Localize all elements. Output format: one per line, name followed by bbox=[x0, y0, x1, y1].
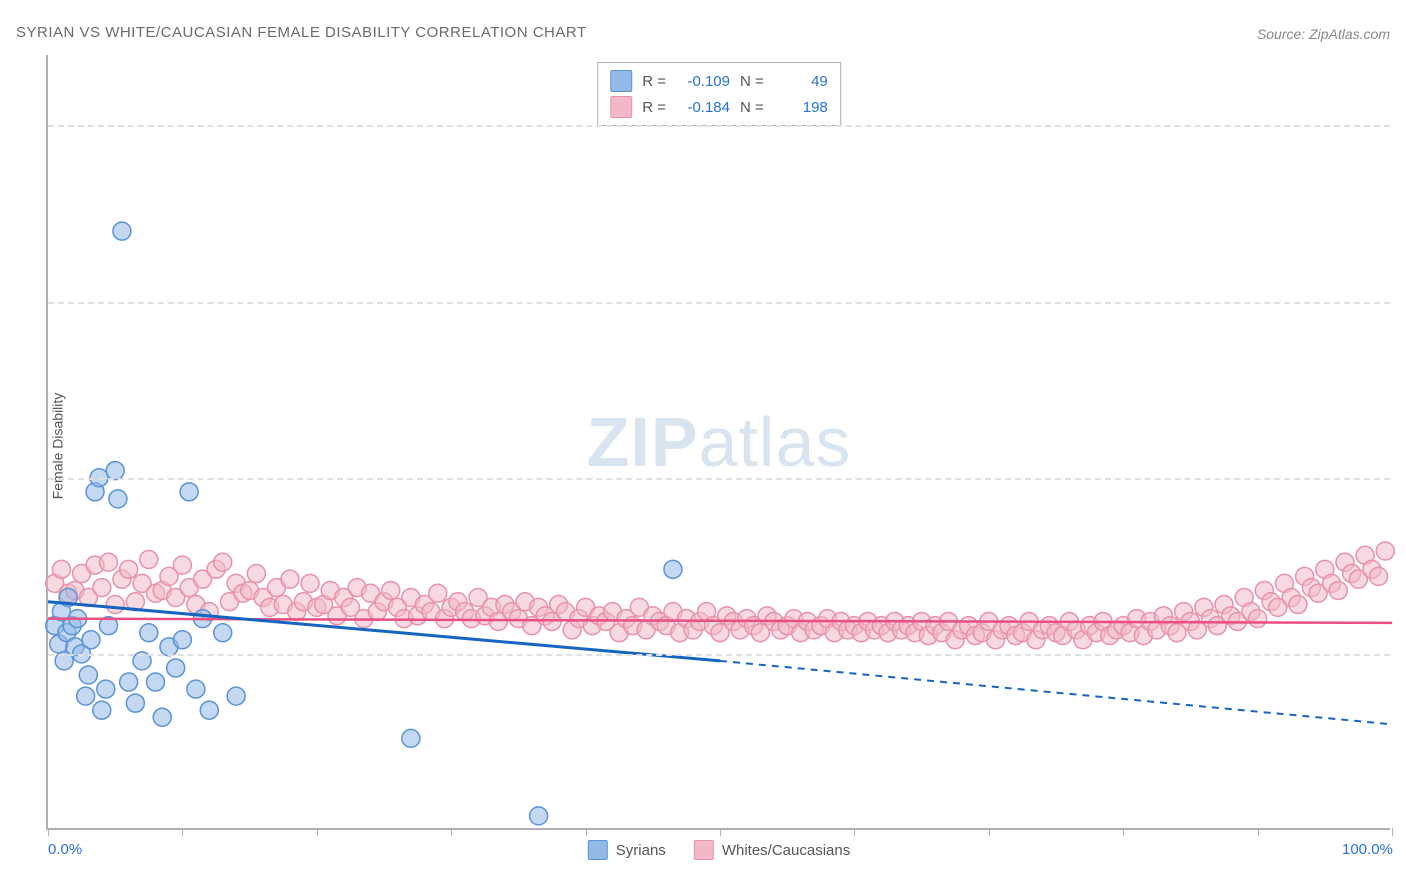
y-tick-label: 37.5% bbox=[1398, 293, 1406, 310]
x-tick bbox=[854, 828, 855, 836]
legend-item-whites: Whites/Caucasians bbox=[694, 840, 850, 860]
legend-n-value-syrians: 49 bbox=[774, 73, 828, 90]
y-tick-label: 25.0% bbox=[1398, 469, 1406, 486]
y-tick-label: 50.0% bbox=[1398, 117, 1406, 134]
syrians-point bbox=[140, 624, 158, 642]
syrians-point bbox=[664, 560, 682, 578]
legend-r-value-syrians: -0.109 bbox=[676, 73, 730, 90]
syrians-point bbox=[173, 631, 191, 649]
gridline bbox=[48, 654, 1390, 656]
whites-point bbox=[1249, 610, 1267, 628]
syrians-point bbox=[402, 729, 420, 747]
syrians-point bbox=[109, 490, 127, 508]
syrians-point bbox=[147, 673, 165, 691]
x-tick bbox=[1392, 828, 1393, 836]
syrians-point bbox=[530, 807, 548, 825]
whites-point bbox=[382, 581, 400, 599]
x-tick-label: 0.0% bbox=[48, 841, 82, 858]
legend-row-whites: R = -0.184 N = 198 bbox=[610, 94, 828, 120]
syrians-point bbox=[97, 680, 115, 698]
whites-point bbox=[140, 550, 158, 568]
syrians-point bbox=[126, 694, 144, 712]
whites-point bbox=[214, 553, 232, 571]
syrians-point bbox=[79, 666, 97, 684]
x-tick bbox=[586, 828, 587, 836]
whites-point bbox=[1370, 567, 1388, 585]
correlation-legend: R = -0.109 N = 49 R = -0.184 N = 198 bbox=[597, 62, 841, 126]
legend-item-syrians: Syrians bbox=[588, 840, 666, 860]
syrians-point bbox=[214, 624, 232, 642]
whites-point bbox=[120, 560, 138, 578]
syrians-point bbox=[167, 659, 185, 677]
series-legend: Syrians Whites/Caucasians bbox=[588, 840, 850, 860]
legend-label-whites: Whites/Caucasians bbox=[722, 842, 850, 859]
legend-swatch-whites-2 bbox=[694, 840, 714, 860]
whites-point bbox=[52, 560, 70, 578]
legend-row-syrians: R = -0.109 N = 49 bbox=[610, 68, 828, 94]
x-tick bbox=[317, 828, 318, 836]
gridline bbox=[48, 302, 1390, 304]
syrians-point bbox=[200, 701, 218, 719]
trend-line-syrians-dashed bbox=[720, 661, 1392, 724]
syrians-point bbox=[153, 708, 171, 726]
whites-point bbox=[93, 579, 111, 597]
legend-swatch-syrians bbox=[610, 70, 632, 92]
x-tick-label: 100.0% bbox=[1342, 841, 1393, 858]
legend-swatch-syrians-2 bbox=[588, 840, 608, 860]
plot-area: ZIPatlas R = -0.109 N = 49 R = -0.184 N … bbox=[46, 55, 1390, 830]
legend-r-label: R = bbox=[642, 73, 666, 90]
y-tick-label: 12.5% bbox=[1398, 645, 1406, 662]
x-tick bbox=[989, 828, 990, 836]
legend-r-value-whites: -0.184 bbox=[676, 99, 730, 116]
legend-n-label: N = bbox=[740, 73, 764, 90]
syrians-point bbox=[120, 673, 138, 691]
legend-swatch-whites bbox=[610, 96, 632, 118]
chart-title: SYRIAN VS WHITE/CAUCASIAN FEMALE DISABIL… bbox=[16, 24, 587, 41]
whites-point bbox=[173, 556, 191, 574]
x-tick bbox=[48, 828, 49, 836]
gridline bbox=[48, 478, 1390, 480]
whites-point bbox=[106, 596, 124, 614]
x-tick bbox=[182, 828, 183, 836]
syrians-point bbox=[77, 687, 95, 705]
source-label: Source: ZipAtlas.com bbox=[1257, 26, 1390, 42]
x-tick bbox=[1258, 828, 1259, 836]
chart-svg bbox=[48, 55, 1390, 828]
legend-n-value-whites: 198 bbox=[774, 99, 828, 116]
syrians-point bbox=[187, 680, 205, 698]
legend-n-label: N = bbox=[740, 99, 764, 116]
x-tick bbox=[1123, 828, 1124, 836]
syrians-point bbox=[113, 222, 131, 240]
whites-point bbox=[99, 553, 117, 571]
whites-point bbox=[281, 570, 299, 588]
syrians-point bbox=[82, 631, 100, 649]
syrians-point bbox=[93, 701, 111, 719]
syrians-point bbox=[227, 687, 245, 705]
whites-point bbox=[429, 584, 447, 602]
whites-point bbox=[1376, 542, 1394, 560]
x-tick bbox=[720, 828, 721, 836]
x-tick bbox=[451, 828, 452, 836]
legend-label-syrians: Syrians bbox=[616, 842, 666, 859]
whites-point bbox=[1289, 596, 1307, 614]
whites-point bbox=[301, 574, 319, 592]
gridline bbox=[48, 125, 1390, 127]
legend-r-label: R = bbox=[642, 99, 666, 116]
syrians-point bbox=[180, 483, 198, 501]
whites-point bbox=[247, 565, 265, 583]
whites-point bbox=[1329, 581, 1347, 599]
